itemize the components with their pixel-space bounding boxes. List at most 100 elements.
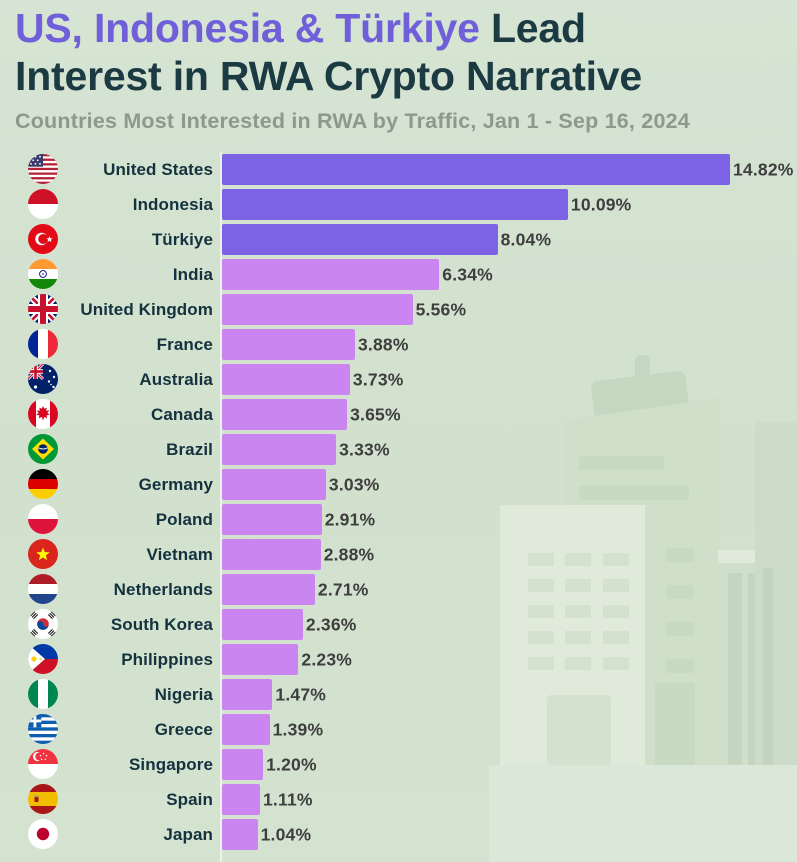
value-label: 3.33% [339,439,390,459]
ng-flag-icon [28,679,58,709]
value-bar [222,154,730,185]
br-flag-icon [28,434,58,464]
ph-flag-icon [28,644,58,674]
country-label: Brazil [166,439,213,459]
value-label: 2.71% [317,579,369,599]
bar-row: Spain 1.11% [0,782,797,817]
value-bar [222,644,299,675]
country-label: Australia [139,369,213,389]
value-label: 2.36% [305,614,357,634]
value-label: 3.73% [352,369,404,389]
value-label: 5.56% [415,299,467,319]
value-label: 2.88% [323,544,375,564]
bar-row: Singapore 1.20% [0,747,797,782]
bar-row: Indonesia 10.09% [0,187,797,222]
gr-flag-icon [28,714,58,744]
country-label: Canada [150,404,213,424]
country-label: Indonesia [132,194,213,214]
value-label: 3.88% [358,334,409,354]
bar-row: Greece 1.39% [0,712,797,747]
country-label: Germany [138,474,213,494]
bar-row: Philippines 2.23% [0,642,797,677]
value-bar [222,679,273,710]
value-label: 3.65% [350,404,401,424]
value-label: 8.04% [500,229,552,249]
in-flag-icon [28,259,58,289]
jp-flag-icon [28,819,58,849]
bar-row: Netherlands 2.71% [0,572,797,607]
title-tail: Lead [479,5,586,51]
country-label: Türkiye [151,229,213,249]
value-label: 2.91% [324,509,376,529]
value-label: 10.09% [570,194,632,214]
country-label: Spain [166,789,213,809]
country-label: Singapore [128,754,213,774]
bar-row: Nigeria 1.47% [0,677,797,712]
title-line2: Interest in RWA Crypto Narrative [15,53,642,99]
vn-flag-icon [28,539,58,569]
bar-rows: United States 14.82% Indonesia 10.09% Türkiy… [0,152,797,862]
value-bar [222,714,270,745]
country-label: United Kingdom [80,299,213,319]
au-flag-icon [28,364,58,394]
country-label: United States [103,159,213,179]
value-bar [222,749,264,780]
bar-row: Poland 2.91% [0,502,797,537]
country-label: India [172,264,213,284]
value-bar [222,364,350,395]
header: US, Indonesia & Türkiye Lead Interest in… [15,4,797,134]
value-bar [222,294,413,325]
value-bar [222,399,348,430]
bar-row: Australia 3.73% [0,362,797,397]
chart-title: US, Indonesia & Türkiye Lead Interest in… [15,4,797,100]
value-bar [222,259,440,290]
bar-row: Germany 3.03% [0,467,797,502]
tr-flag-icon [28,224,58,254]
value-bar [222,189,568,220]
value-label: 14.82% [733,159,794,179]
country-label: Greece [154,719,213,739]
bar-row: India 6.34% [0,257,797,292]
value-bar [222,434,337,465]
value-label: 1.11% [263,789,313,809]
value-bar [222,469,326,500]
country-label: Poland [155,509,213,529]
bar-row: France 3.88% [0,327,797,362]
value-bar [222,784,260,815]
country-label: Vietnam [146,544,213,564]
value-label: 2.23% [301,649,353,669]
value-bar [222,504,322,535]
us-flag-icon [28,154,58,184]
value-label: 1.47% [275,684,327,704]
value-bar [222,819,258,850]
kr-flag-icon [28,609,58,639]
value-bar [222,574,315,605]
value-bar [222,609,303,640]
country-label: France [156,334,213,354]
es-flag-icon [28,784,58,814]
bar-row: Japan 1.04% [0,817,797,852]
sg-flag-icon [28,749,58,779]
id-flag-icon [28,189,58,219]
fr-flag-icon [28,329,58,359]
country-label: Nigeria [154,684,213,704]
bar-row: South Korea 2.36% [0,607,797,642]
value-bar [222,539,321,570]
nl-flag-icon [28,574,58,604]
pl-flag-icon [28,504,58,534]
de-flag-icon [28,469,58,499]
value-bar [222,329,355,360]
country-label: Japan [163,824,213,844]
country-label: Philippines [121,649,213,669]
value-bar [222,224,498,255]
value-label: 1.39% [272,719,324,739]
value-label: 3.03% [328,474,380,494]
chart-subtitle: Countries Most Interested in RWA by Traf… [15,109,690,133]
gb-flag-icon [28,294,58,324]
value-label: 6.34% [442,264,493,284]
bar-row: Türkiye 8.04% [0,222,797,257]
bar-row: Brazil 3.33% [0,432,797,467]
bar-row: United Kingdom 5.56% [0,292,797,327]
ca-flag-icon [28,399,58,429]
